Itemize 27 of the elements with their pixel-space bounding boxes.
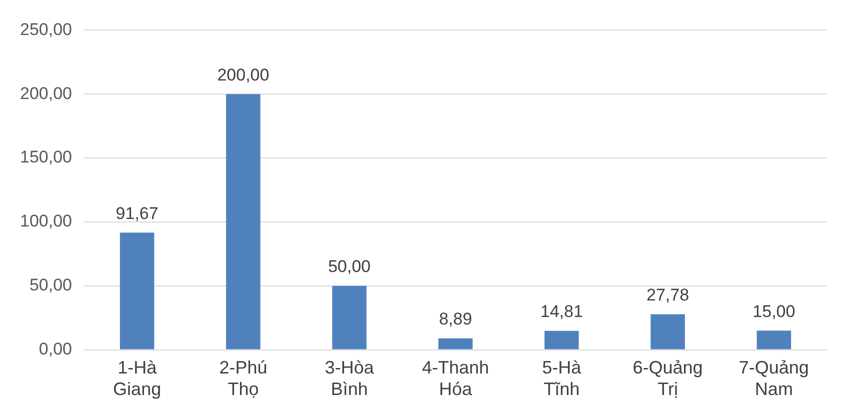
x-tick-label: 1-Hà Giang (113, 358, 162, 400)
x-tick-label: 7-Quảng Nam (738, 358, 809, 400)
data-label: 14,81 (540, 302, 583, 322)
x-tick-label: 5-Hà Tĩnh (542, 358, 582, 400)
y-tick-label: 0,00 (38, 339, 72, 358)
bar (226, 94, 260, 350)
data-label: 200,00 (217, 65, 270, 84)
x-tick-label: 4-Thanh Hóa (422, 358, 490, 400)
y-tick-label: 150,00 (20, 148, 72, 167)
y-tick-label: 100,00 (20, 212, 72, 231)
bar (650, 314, 685, 350)
bar (120, 232, 154, 350)
data-label: 91,67 (116, 204, 158, 223)
y-tick-label: 200,00 (20, 84, 72, 103)
data-label: 27,78 (646, 285, 690, 304)
bar (756, 330, 792, 350)
y-tick-label: 250,00 (20, 20, 72, 39)
bar (438, 338, 473, 350)
x-tick-label: 3-Hòa Bình (324, 358, 375, 400)
data-label: 8,89 (438, 310, 472, 329)
bar (544, 330, 579, 350)
x-tick-label: 2-Phú Thọ (219, 358, 268, 400)
data-label: 15,00 (752, 302, 796, 321)
bar (332, 286, 366, 350)
y-tick-label: 50,00 (29, 276, 72, 295)
x-tick-label: 6-Quảng Trị (632, 358, 703, 400)
data-label: 50,00 (328, 257, 371, 276)
